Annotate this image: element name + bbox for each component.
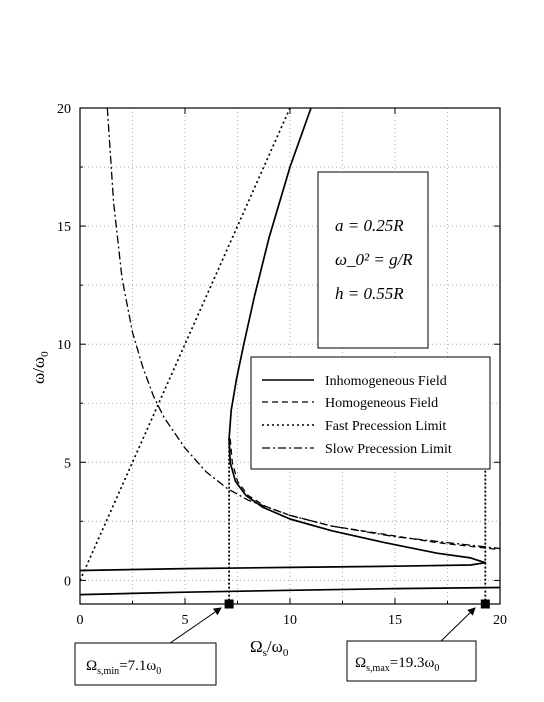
x-tick-label: 0 [77, 613, 84, 628]
series-line-lower-branch [79, 586, 501, 596]
legend-label-inhomogeneous: Inhomogeneous Field [325, 374, 447, 389]
legend-label-fast: Fast Precession Limit [325, 419, 446, 434]
x-axis-title: Ωs/ω0 [250, 637, 289, 659]
param-omega: ω_0² = g/R [335, 250, 413, 269]
series-line-3 [106, 107, 501, 550]
y-tick-label: 20 [57, 102, 71, 117]
legend-frame [250, 356, 491, 470]
x-tick-label: 5 [182, 613, 189, 628]
legend: Inhomogeneous Field Homogeneous Field Fa… [250, 356, 491, 470]
callout-max: Ωs,max=19.3ω0 [346, 607, 477, 682]
legend-label-slow: Slow Precession Limit [325, 442, 452, 457]
grid [80, 108, 500, 604]
series-layer [79, 107, 501, 604]
callout-min: Ωs,min=7.1ω0 [74, 607, 222, 686]
callout-min-box [74, 642, 217, 686]
legend-label-homogeneous: Homogeneous Field [325, 396, 438, 411]
param-a: a = 0.25R [335, 216, 404, 235]
callout-max-box [346, 640, 477, 682]
parameter-box-frame [317, 171, 429, 349]
x-tick-label: 10 [283, 613, 297, 628]
y-tick-label: 15 [57, 220, 71, 235]
y-axis-title: ω/ω0 [29, 351, 51, 384]
series-line-1 [229, 438, 501, 551]
parameter-box: a = 0.25R ω_0² = g/R h = 0.55R [317, 171, 429, 349]
series-line-0 [79, 107, 487, 572]
param-h: h = 0.55R [335, 284, 404, 303]
y-tick-label: 10 [57, 338, 71, 353]
x-tick-label: 15 [388, 613, 402, 628]
ticks: 0 0 5 5 10 10 15 15 20 20 [57, 102, 507, 628]
y-tick-label: 5 [64, 456, 71, 471]
x-tick-label: 20 [493, 613, 507, 628]
y-tick-label: 0 [64, 574, 71, 589]
series-line-2 [79, 107, 291, 581]
callout-max-arrow [439, 607, 476, 643]
